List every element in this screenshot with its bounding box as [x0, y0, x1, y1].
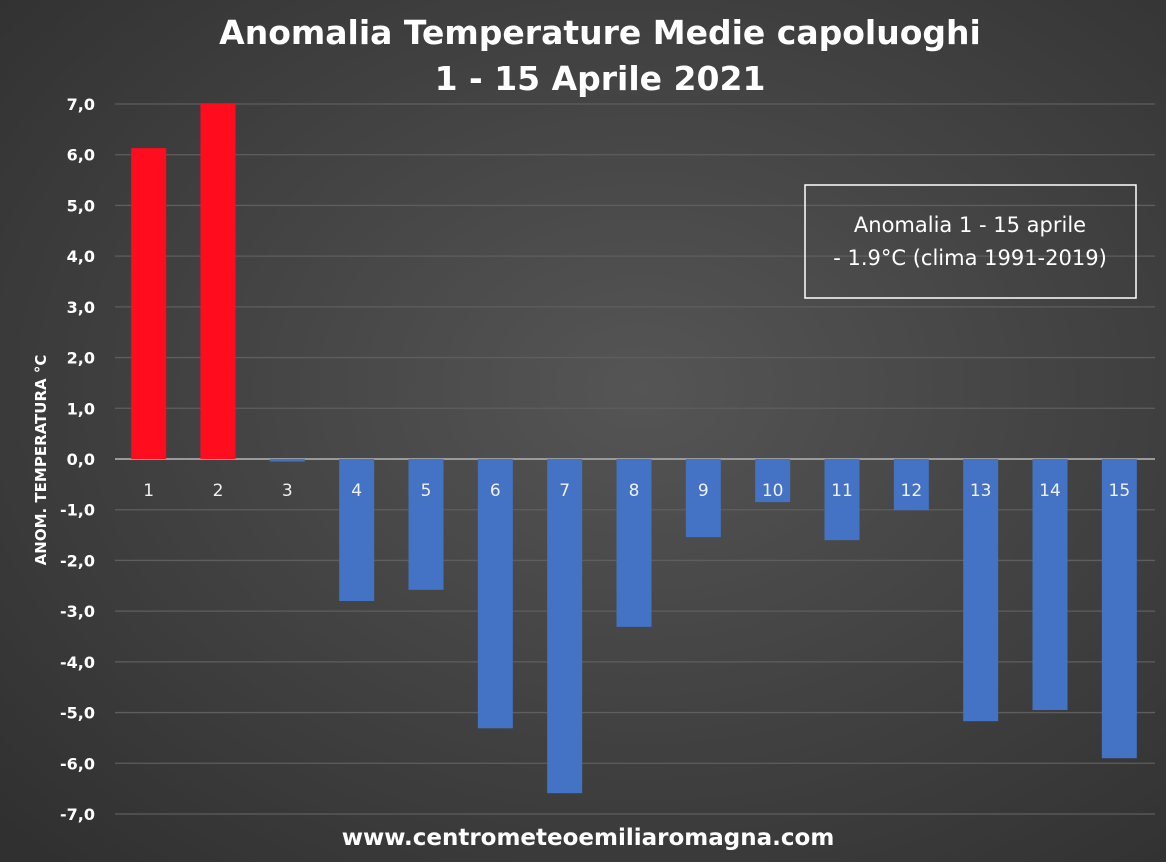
bar-day-10 [755, 459, 791, 503]
bar-day-15 [1101, 459, 1137, 759]
y-tick-label: 5,0 [67, 196, 95, 215]
y-tick-label: 3,0 [67, 298, 95, 317]
x-tick-label: 2 [213, 481, 224, 501]
bar-day-4 [339, 459, 375, 601]
annotation-line-1: Anomalia 1 - 15 aprile [854, 213, 1086, 237]
y-tick-label: 4,0 [67, 247, 95, 266]
annotation-box: Anomalia 1 - 15 aprile - 1.9°C (clima 19… [804, 184, 1137, 299]
y-tick-label: 1,0 [67, 399, 95, 418]
x-tick-label: 5 [421, 481, 432, 501]
y-tick-label: 0,0 [67, 450, 95, 469]
chart-title: Anomalia Temperature Medie capoluoghi [219, 13, 981, 52]
y-tick-labels: 7,0 6,0 5,0 4,0 3,0 2,0 1,0 0,0 -1,0 -2,0 -3,0 -4,0… [60, 95, 95, 824]
bar-day-14 [1032, 459, 1068, 711]
annotation-line-2: - 1.9°C (clima 1991-2019) [833, 246, 1107, 270]
y-tick-label: -1,0 [60, 501, 95, 520]
y-tick-label: -7,0 [60, 805, 95, 824]
x-tick-labels: 1 2 3 4 5 6 7 8 9 10 11 12 13 14 15 [143, 481, 1130, 501]
y-tick-label: -4,0 [60, 653, 95, 672]
y-tick-label: 6,0 [67, 146, 95, 165]
bar-day-13 [963, 459, 999, 722]
x-tick-label: 9 [698, 481, 709, 501]
y-tick-label: 7,0 [67, 95, 95, 114]
bar-day-2 [200, 104, 236, 459]
bar-day-8 [616, 459, 652, 627]
y-tick-label: -5,0 [60, 704, 95, 723]
x-tick-label: 1 [143, 481, 154, 501]
y-tick-label: 2,0 [67, 349, 95, 368]
x-tick-label: 15 [1109, 481, 1131, 501]
bar-day-3 [269, 459, 305, 462]
x-tick-label: 11 [831, 481, 853, 501]
x-tick-label: 3 [282, 481, 293, 501]
bar-day-9 [685, 459, 721, 538]
bar-day-7 [547, 459, 583, 794]
bar-day-11 [824, 459, 860, 541]
bar-day-1 [131, 148, 167, 459]
x-tick-label: 13 [970, 481, 992, 501]
x-tick-label: 8 [629, 481, 640, 501]
y-tick-label: -2,0 [60, 551, 95, 570]
chart-subtitle: 1 - 15 Aprile 2021 [435, 59, 766, 98]
x-tick-label: 4 [351, 481, 362, 501]
bars [131, 104, 1137, 794]
x-tick-label: 7 [559, 481, 570, 501]
bar-day-6 [477, 459, 513, 729]
x-tick-label: 10 [762, 481, 784, 501]
y-tick-label: -3,0 [60, 602, 95, 621]
x-tick-label: 6 [490, 481, 501, 501]
bar-day-12 [893, 459, 929, 511]
y-tick-label: -6,0 [60, 754, 95, 773]
x-tick-label: 14 [1039, 481, 1061, 501]
y-axis-label: ANOM. TEMPERATURA °C [32, 355, 50, 566]
bar-day-5 [408, 459, 444, 590]
x-tick-label: 12 [901, 481, 923, 501]
footer-website: www.centrometeoemiliaromagna.com [342, 825, 835, 851]
